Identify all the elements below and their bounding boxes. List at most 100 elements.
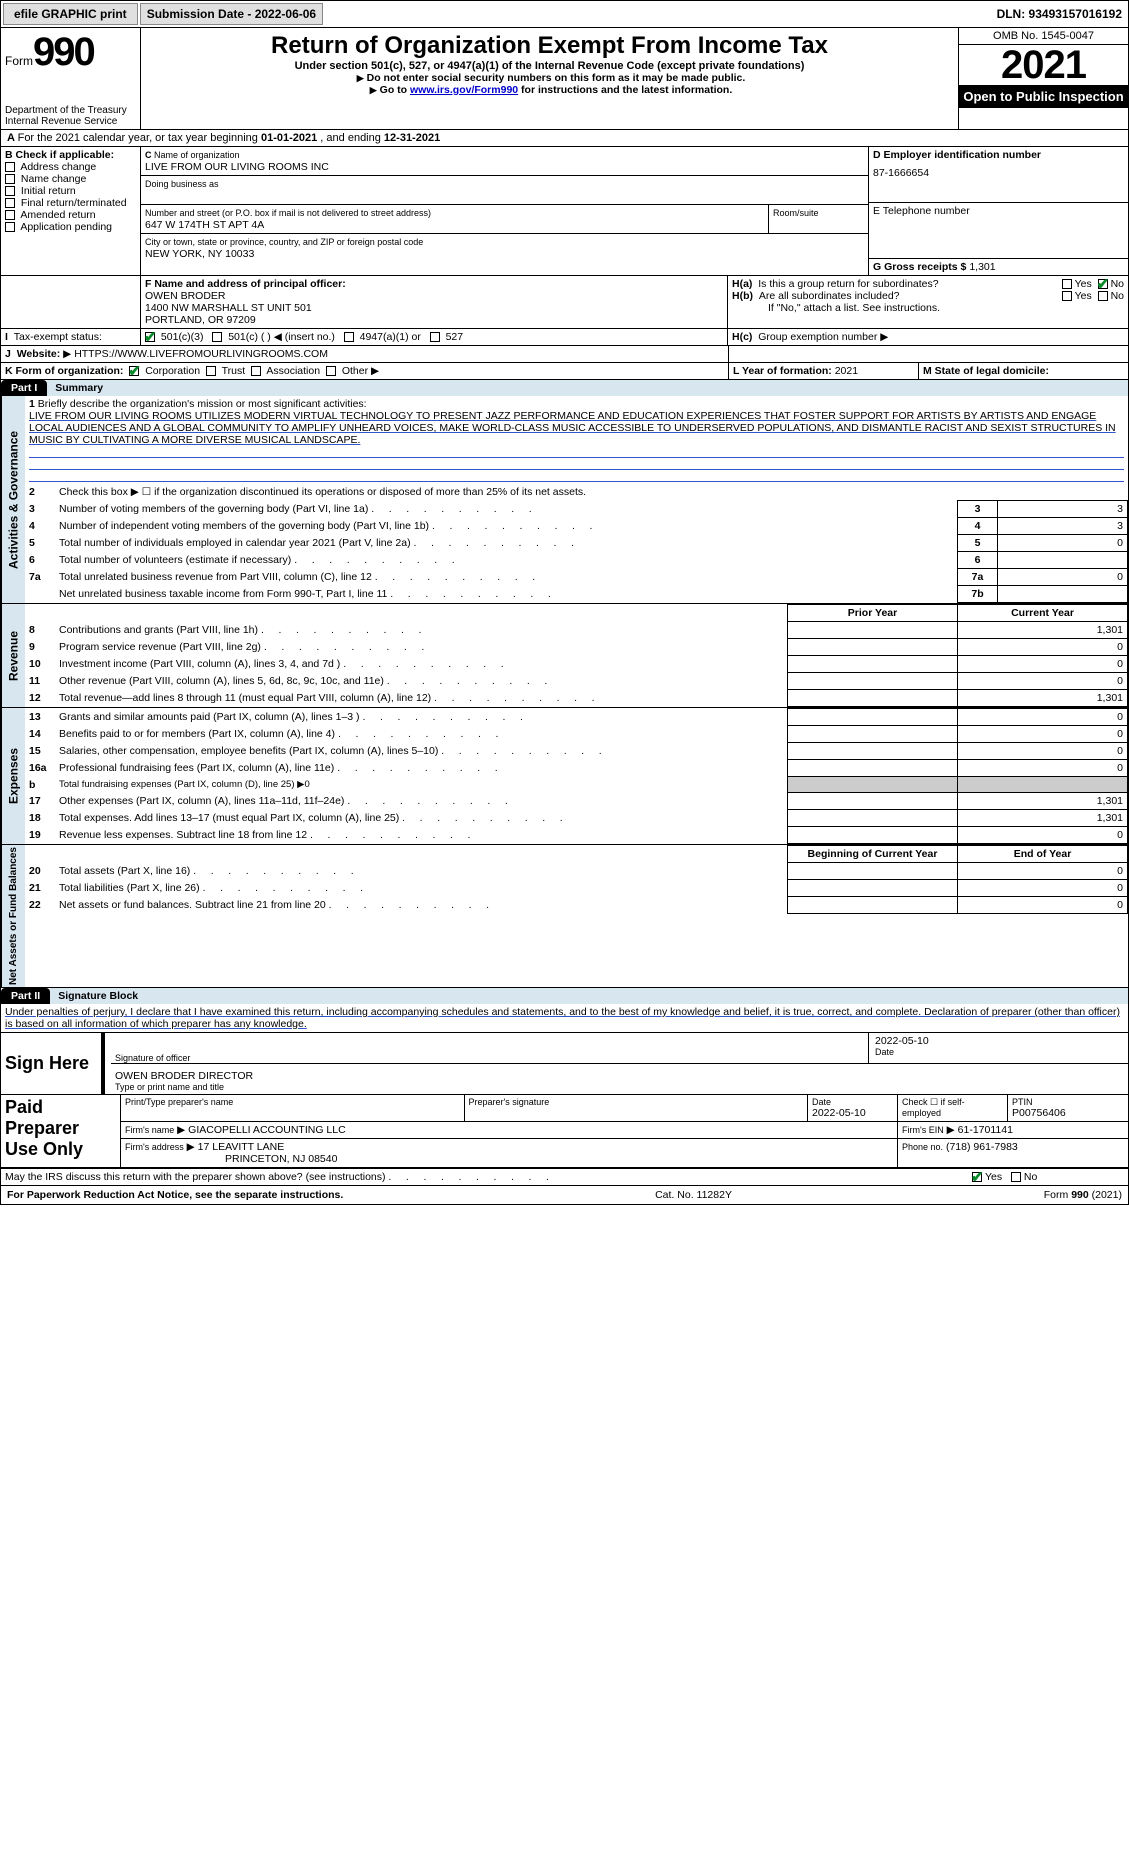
efile-print-button[interactable]: efile GRAPHIC print [3,3,138,25]
trust-checkbox[interactable] [206,366,216,376]
g-label: G Gross receipts $ [873,261,966,273]
paid-preparer-label: Paid Preparer Use Only [1,1095,121,1167]
gross-receipts: 1,301 [969,261,995,273]
paid-preparer-section: Paid Preparer Use Only Print/Type prepar… [1,1095,1128,1169]
hb-no-checkbox[interactable] [1098,291,1108,301]
part1-title: Summary [47,380,1128,396]
firm-addr2: PRINCETON, NJ 08540 [125,1153,337,1165]
b-label: B Check if applicable: [5,149,136,161]
ha-yes-checkbox[interactable] [1062,279,1072,289]
c-name-label: Name of organization [154,150,240,160]
sig-date-label: Date [875,1047,1122,1057]
room-label: Room/suite [773,208,819,218]
officer-addr2: PORTLAND, OR 97209 [145,314,256,326]
net-assets-section: Net Assets or Fund Balances Beginning of… [1,845,1128,988]
table-row: 5Total number of individuals employed in… [25,535,1128,552]
firm-name-label: Firm's name [125,1125,174,1135]
form-header: Form990 Department of the Treasury Inter… [1,28,1128,130]
table-row: 8Contributions and grants (Part VIII, li… [25,622,1128,639]
table-row: 16aProfessional fundraising fees (Part I… [25,760,1128,777]
website-value: HTTPS://WWW.LIVEFROMOURLIVINGROOMS.COM [74,348,328,360]
ein-value: 87-1666654 [873,161,1124,179]
b-checkbox-item[interactable]: Final return/terminated [5,197,136,209]
form-number: Form990 [5,30,136,75]
association-checkbox[interactable] [251,366,261,376]
discuss-no-checkbox[interactable] [1011,1172,1021,1182]
ha-no-checkbox[interactable] [1098,279,1108,289]
irs-link[interactable]: www.irs.gov/Form990 [410,84,518,96]
submission-date: Submission Date - 2022-06-06 [140,3,323,25]
firm-addr-label: Firm's address [125,1142,184,1152]
expenses-section: Expenses 13Grants and similar amounts pa… [1,708,1128,845]
table-row: 4Number of independent voting members of… [25,518,1128,535]
d-label: D Employer identification number [873,149,1124,161]
discuss-row: May the IRS discuss this return with the… [1,1169,1128,1186]
table-row: 2Check this box ▶ ☐ if the organization … [25,484,1128,501]
page-footer: For Paperwork Reduction Act Notice, see … [1,1186,1128,1204]
note-link: Go to www.irs.gov/Form990 for instructio… [149,84,950,96]
527-checkbox[interactable] [430,332,440,342]
table-row: 10Investment income (Part VIII, column (… [25,656,1128,673]
i-label: Tax-exempt status: [14,331,102,343]
hb-note: If "No," attach a list. See instructions… [732,302,1124,314]
firm-name: GIACOPELLI ACCOUNTING LLC [188,1124,346,1136]
officer-name: OWEN BRODER [145,290,226,302]
b-checkbox-item[interactable]: Name change [5,173,136,185]
section-bcdeg: B Check if applicable: Address change Na… [1,147,1128,276]
501c3-checkbox[interactable] [145,332,155,342]
preparer-sig-label: Preparer's signature [465,1095,809,1121]
self-employed-check: Check ☐ if self-employed [898,1095,1008,1121]
footer-left: For Paperwork Reduction Act Notice, see … [7,1189,343,1201]
sign-here-label: Sign Here [1,1033,101,1094]
tax-year: 2021 [959,45,1128,85]
b-checkbox-item[interactable]: Address change [5,161,136,173]
org-name: LIVE FROM OUR LIVING ROOMS INC [145,161,329,173]
dln-number: DLN: 93493157016192 [997,7,1128,21]
part1-header: Part I Summary [1,380,1128,396]
b-checkbox-item[interactable]: Initial return [5,185,136,197]
form-990-text: 990 [33,30,94,74]
firm-phone-label: Phone no. [902,1142,943,1152]
j-label: Website: [17,348,61,360]
gov-lines-table: 2Check this box ▶ ☐ if the organization … [25,484,1128,603]
corporation-checkbox[interactable] [129,366,139,376]
discuss-yes-checkbox[interactable] [972,1172,982,1182]
table-row: 22Net assets or fund balances. Subtract … [25,897,1128,914]
sig-officer-label: Signature of officer [115,1053,864,1063]
part2-tab: Part II [1,988,50,1004]
b-checkbox-item[interactable]: Amended return [5,209,136,221]
end-year-header: End of Year [958,846,1128,863]
m-label: M State of legal domicile: [923,365,1049,377]
hb-yes-checkbox[interactable] [1062,291,1072,301]
revenue-table: Prior Year Current Year 8Contributions a… [25,604,1128,707]
section-c: C Name of organization LIVE FROM OUR LIV… [141,147,868,275]
table-row: 3Number of voting members of the governi… [25,501,1128,518]
l-label: L Year of formation: [733,365,832,377]
firm-phone: (718) 961-7983 [946,1141,1018,1153]
section-deg: D Employer identification number 87-1666… [868,147,1128,275]
revenue-section: Revenue Prior Year Current Year 8Contrib… [1,604,1128,708]
preparer-name-label: Print/Type preparer's name [121,1095,465,1121]
table-row: 6Total number of volunteers (estimate if… [25,552,1128,569]
dba-label: Doing business as [145,179,219,189]
table-row: 9Program service revenue (Part VIII, lin… [25,639,1128,656]
form-label: Form [5,54,33,68]
4947-checkbox[interactable] [344,332,354,342]
firm-ein-label: Firm's EIN [902,1125,944,1135]
table-row: 13Grants and similar amounts paid (Part … [25,709,1128,726]
ptin-label: PTIN [1012,1097,1124,1107]
table-row: 15Salaries, other compensation, employee… [25,743,1128,760]
sig-date: 2022-05-10 [875,1035,1122,1047]
ptin-value: P00756406 [1012,1107,1124,1119]
part1-tab: Part I [1,380,47,396]
rev-side-label: Revenue [1,604,25,707]
gov-side-label: Activities & Governance [1,396,25,603]
hc-text: Group exemption number [758,331,877,343]
b-checkbox-item[interactable]: Application pending [5,221,136,233]
table-row: 18Total expenses. Add lines 13–17 (must … [25,810,1128,827]
other-checkbox[interactable] [326,366,336,376]
sign-here-section: Sign Here Signature of officer 2022-05-1… [1,1033,1128,1095]
officer-addr1: 1400 NW MARSHALL ST UNIT 501 [145,302,312,314]
501c-checkbox[interactable] [212,332,222,342]
tax-year-begin: 01-01-2021 [261,132,317,144]
